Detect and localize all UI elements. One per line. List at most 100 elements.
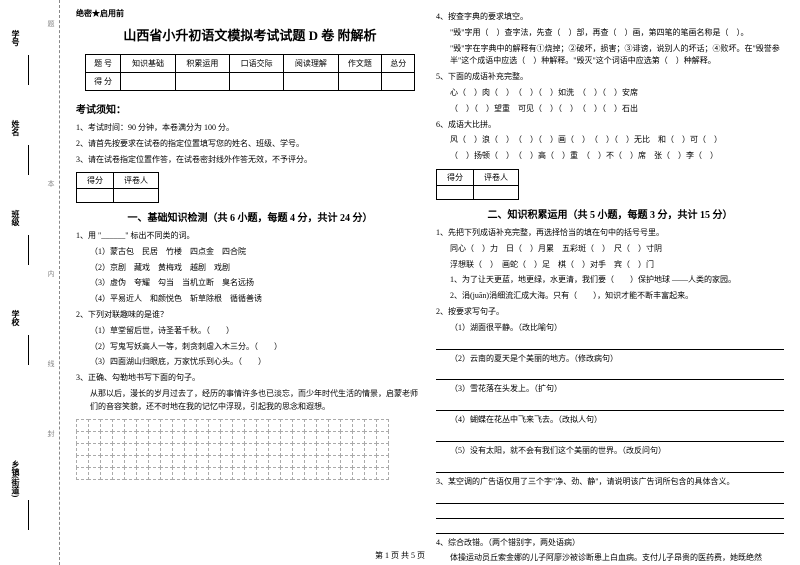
q2-stem: 2、下列对联趣味的是谁？ <box>76 309 424 322</box>
binding-line <box>28 55 29 85</box>
score-header: 阅读理解 <box>284 55 338 73</box>
score-cell <box>121 73 175 91</box>
grid-row <box>76 456 424 468</box>
r2-item: （5）没有太阳，就不会有我们这个美丽的世界。（改反问句） <box>436 445 784 458</box>
right-column: 4、按查字典的要求填空。 "毁"字用（ ）查字法，先查（ ）部，再查（ ）画，第… <box>430 8 790 561</box>
grid-row <box>76 420 424 432</box>
section-2-title: 二、知识积累运用（共 5 小题，每题 3 分，共计 15 分） <box>436 206 784 221</box>
q5-row: （ ）（ ）望重 可见（ ）（ ） （ ）（ ）石出 <box>436 103 784 116</box>
score-header: 作文题 <box>338 55 382 73</box>
grid-row <box>76 468 424 480</box>
r2-item: （1）湖面很平静。（改比喻句） <box>436 322 784 335</box>
answer-line <box>436 338 784 350</box>
r1-row: 同心（ ）力 日（ ）月累 五彩斑（ ） 尺（ ）寸阴 <box>436 243 784 256</box>
page-footer: 第 1 页 共 5 页 <box>0 550 800 561</box>
r4-stem: 4、综合改错。（两个错别字，两处语病） <box>436 537 784 550</box>
mini-score-cell: 得分 <box>77 173 114 189</box>
answer-line <box>436 399 784 411</box>
answer-line <box>436 368 784 380</box>
q1-row: （3）虚伪 夸耀 勾当 当机立断 臭名远扬 <box>76 277 424 290</box>
score-cell <box>338 73 382 91</box>
r3-stem: 3、某空调的广告语仅用了三个字"净、劲、静"，请说明该广告词所包含的具体含义。 <box>436 476 784 489</box>
score-header: 知识基础 <box>121 55 175 73</box>
dash-mark: 本 <box>46 180 56 187</box>
q1-row: （2）京剧 藏戏 黄梅戏 越剧 戏剧 <box>76 262 424 275</box>
r1-row: 1、为了让天更蓝，地更绿，水更清，我们要（ ）保护地球 ——人类的家园。 <box>436 274 784 287</box>
r2-item: （3）雪花落在头发上。（扩句） <box>436 383 784 396</box>
score-header: 积累运用 <box>175 55 229 73</box>
dash-mark: 题 <box>46 20 56 27</box>
q1-stem: 1、用 "______" 标出不同类的词。 <box>76 230 424 243</box>
answer-line <box>436 492 784 504</box>
mini-score-table-2: 得分评卷人 <box>436 169 519 200</box>
score-header: 总分 <box>382 55 415 73</box>
q5-row: 心（ ）肉（ ） （ ）（ ）如洗 （ ）（ ）安席 <box>436 87 784 100</box>
score-header: 口语交际 <box>229 55 283 73</box>
q4-stem: 4、按查字典的要求填空。 <box>436 11 784 24</box>
exam-title: 山西省小升初语文模拟考试试题 D 卷 附解析 <box>76 25 424 44</box>
r2-stem: 2、按要求写句子。 <box>436 306 784 319</box>
grid-row <box>76 432 424 444</box>
notice-item: 1、考试时间：90 分钟，本卷满分为 100 分。 <box>76 122 424 134</box>
mini-score-cell <box>437 185 474 199</box>
r1-row: 浮想联（ ） 画蛇（ ）足 棋（ ）对手 宾（ ）门 <box>436 259 784 272</box>
answer-line <box>436 507 784 519</box>
binding-line <box>28 500 29 530</box>
score-cell <box>175 73 229 91</box>
notice-title: 考试须知： <box>76 101 424 116</box>
q1-row: （1）蒙古包 民居 竹楼 四点金 四合院 <box>76 246 424 259</box>
q3-stem: 3、正确、勾勒地书写下面的句子。 <box>76 372 424 385</box>
q5-stem: 5、下面的成语补充完整。 <box>436 71 784 84</box>
mini-score-table: 得分评卷人 <box>76 172 159 203</box>
mini-score-cell: 评卷人 <box>474 169 519 185</box>
writing-grid <box>76 420 424 480</box>
dash-mark: 封 <box>46 430 56 437</box>
score-cell <box>284 73 338 91</box>
notice-item: 2、请首先按要求在试卷的指定位置填写您的姓名、班级、学号。 <box>76 138 424 150</box>
grid-cell <box>376 467 389 480</box>
answer-line <box>436 461 784 473</box>
content-area: 绝密★启用前 山西省小升初语文模拟考试试题 D 卷 附解析 题 号 知识基础 积… <box>60 0 800 565</box>
q6-row: （ ）扬顿（ ） （ ）高（ ）重 （ ）不（ ）席 张（ ）李（ ） <box>436 150 784 163</box>
mini-score-cell: 评卷人 <box>114 173 159 189</box>
binding-label-xuehao: 学号 <box>10 30 21 46</box>
answer-line <box>436 430 784 442</box>
q4-line: "毁"字用（ ）查字法，先查（ ）部，再查（ ）画，第四笔的笔画名称是（ ）。 <box>436 27 784 40</box>
binding-margin: 学号 姓名 班级 学校 乡镇(街道) 题 本 内 线 封 <box>0 0 60 565</box>
mini-score-cell <box>474 185 519 199</box>
q6-stem: 6、成语大比拼。 <box>436 119 784 132</box>
q4-line: "毁"字在字典中的解释有①烧掉；②破坏，损害；③诽谤，说别人的坏话；④败坏。在"… <box>436 43 784 69</box>
answer-line <box>436 522 784 534</box>
score-header: 题 号 <box>85 55 121 73</box>
r1-row: 2、涓(juān)涓细流汇成大海。只有（ ），知识才能不断丰富起来。 <box>436 290 784 303</box>
section-1-title: 一、基础知识检测（共 6 小题，每题 4 分，共计 24 分） <box>76 209 424 224</box>
binding-line <box>28 335 29 365</box>
binding-label-xingming: 姓名 <box>10 120 21 136</box>
score-cell: 得 分 <box>85 73 121 91</box>
binding-label-xuexiao: 学校 <box>10 310 21 326</box>
left-column: 绝密★启用前 山西省小升初语文模拟考试试题 D 卷 附解析 题 号 知识基础 积… <box>70 8 430 561</box>
mini-score-cell: 得分 <box>437 169 474 185</box>
r1-stem: 1、先把下列成语补充完整，再选择恰当的填在句中的括号号里。 <box>436 227 784 240</box>
dash-mark: 线 <box>46 360 56 367</box>
binding-label-banji: 班级 <box>10 210 21 226</box>
binding-line <box>28 235 29 265</box>
q3-body: 从那以后，漫长的岁月过去了，经历的事情许多也已淡忘，而少年时代生活的情景，启蒙老… <box>76 388 424 414</box>
r2-item: （2）云南的夏天是个美丽的地方。（修改病句） <box>436 353 784 366</box>
score-cell <box>382 73 415 91</box>
notice-item: 3、请在试卷指定位置作答，在试卷密封线外作答无效，不予评分。 <box>76 154 424 166</box>
q2-row: （2）写鬼写妖高人一等，刺贪刺虐入木三分。（ ） <box>76 341 424 354</box>
binding-line <box>28 145 29 175</box>
q6-row: 风（ ）浪（ ） （ ）（ ）画（ ） （ ）（ ）无比 和（ ）可（ ） <box>436 134 784 147</box>
dash-mark: 内 <box>46 270 56 277</box>
q2-row: （1）草堂留后世，诗圣著千秋。（ ） <box>76 325 424 338</box>
score-table: 题 号 知识基础 积累运用 口语交际 阅读理解 作文题 总分 得 分 <box>85 54 416 91</box>
mini-score-cell <box>114 189 159 203</box>
binding-label-xiangzhen: 乡镇(街道) <box>10 460 21 497</box>
q2-row: （3）四面湖山归眼底，万家忧乐到心头。（ ） <box>76 356 424 369</box>
mini-score-cell <box>77 189 114 203</box>
r2-item: （4）蝴蝶在花丛中飞来飞去。（改拟人句） <box>436 414 784 427</box>
score-cell <box>229 73 283 91</box>
secret-label: 绝密★启用前 <box>76 8 424 19</box>
grid-row <box>76 444 424 456</box>
